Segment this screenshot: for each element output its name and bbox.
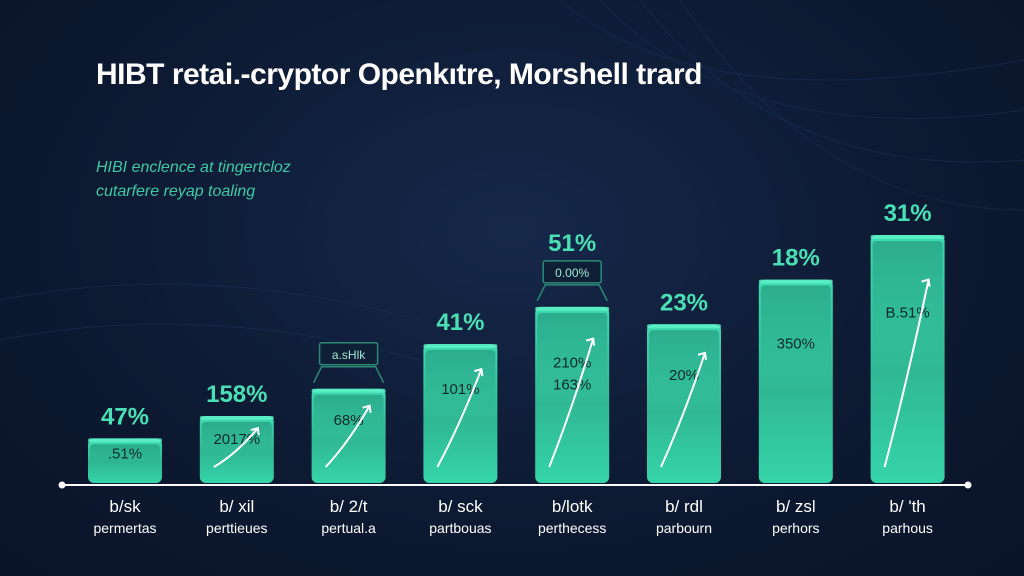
bar-badge-label: 0.00% <box>555 266 589 280</box>
bar-top-highlight <box>199 416 274 421</box>
x-tick-label-top: b/ rdl <box>665 497 703 516</box>
trend-arrow-head <box>250 426 260 436</box>
chart-title: HIBT retai.-cryptor Openkıtre, Morshell … <box>96 58 702 91</box>
bar-inner-label: 350% <box>777 336 815 353</box>
x-tick-label-top: b/ xil <box>219 497 254 516</box>
trend-arrow-head <box>697 351 707 360</box>
trend-arrow-line <box>660 352 706 468</box>
trend-arrow-line <box>548 338 595 468</box>
x-tick-label-top: b/lotk <box>552 497 593 516</box>
bar-inner-label: 101% <box>441 381 479 398</box>
bar-badge <box>542 260 602 284</box>
trend-arrow-head <box>362 404 372 413</box>
bar-shade <box>313 394 384 438</box>
bar-inner-label: 210% <box>553 355 591 372</box>
x-tick-label-top: b/ zsl <box>776 497 816 516</box>
x-tick-label-bottom: perthecess <box>538 520 606 536</box>
x-tick-label-top: b/sk <box>109 497 141 516</box>
subtitle-line-1: HIBI enclence at tingertcloz <box>96 159 291 176</box>
x-tick-label-bottom: pertual.a <box>321 520 376 536</box>
bar-top-highlight <box>88 438 162 443</box>
trend-arrow-line <box>213 427 259 468</box>
trend-arrow-head <box>921 278 931 287</box>
bar-inner-label: 20% <box>669 367 699 384</box>
subtitle-line-2: cutarfere reyap toaling <box>96 183 256 200</box>
bar-value-label: 23% <box>660 289 708 316</box>
trend-arrow-head <box>474 367 484 377</box>
bar-inner-label: 163% <box>553 377 591 394</box>
x-tick-label-bottom: permertas <box>93 520 156 536</box>
x-tick-label-bottom: partbouas <box>429 520 491 536</box>
x-axis-start-dot <box>58 481 66 489</box>
trend-arrow-line <box>883 279 930 468</box>
trend-arrow-line <box>436 368 483 468</box>
bar-top-highlight <box>758 279 833 284</box>
bar-shade <box>649 330 719 402</box>
bar-badge <box>318 342 379 366</box>
bar-value-label: 41% <box>436 309 484 336</box>
bar-badge-bracket <box>312 366 385 384</box>
bar-top-highlight <box>870 235 945 239</box>
bar-shade <box>537 312 608 393</box>
bar-shade <box>872 241 943 353</box>
bar-value-label: 51% <box>548 230 596 257</box>
bar-value-label: 31% <box>884 200 932 227</box>
x-tick-label-bottom: parhous <box>882 520 933 536</box>
bar-badge-bracket <box>536 284 608 302</box>
bar-top-highlight <box>647 324 721 329</box>
x-tick-label-bottom: perhors <box>772 520 819 536</box>
x-tick-label-top: b/ sck <box>438 497 483 516</box>
bar-value-label: 47% <box>101 403 149 430</box>
bar-value-label: 18% <box>772 245 820 272</box>
bar-inner-label: B.51% <box>885 304 929 321</box>
x-tick-label-top: b/ 2/t <box>330 497 368 516</box>
x-axis-end-dot <box>964 481 972 489</box>
bar-inner-label: 2017% <box>213 431 260 448</box>
bar-badge-label: a.sHlk <box>332 348 366 362</box>
trend-arrow-head <box>585 337 596 346</box>
bar-top-highlight <box>311 388 386 393</box>
bar-value-label: 158% <box>206 381 267 408</box>
x-tick-label-bottom: parbourn <box>656 520 712 536</box>
bar-shade <box>760 285 831 378</box>
chart-subtitle: HIBI enclence at tingertcloz cutarfere r… <box>96 156 291 204</box>
bar-top-highlight <box>535 306 610 311</box>
bar-top-highlight <box>423 344 498 349</box>
x-tick-label-top: b/ 'th <box>889 497 925 516</box>
bar-shade <box>90 444 160 465</box>
x-tick-label-bottom: perttieues <box>206 520 267 536</box>
bar-shade <box>425 350 496 413</box>
trend-arrow-line <box>324 405 371 468</box>
bar-inner-label: .51% <box>108 445 142 462</box>
bar-inner-label: 68% <box>334 412 364 429</box>
